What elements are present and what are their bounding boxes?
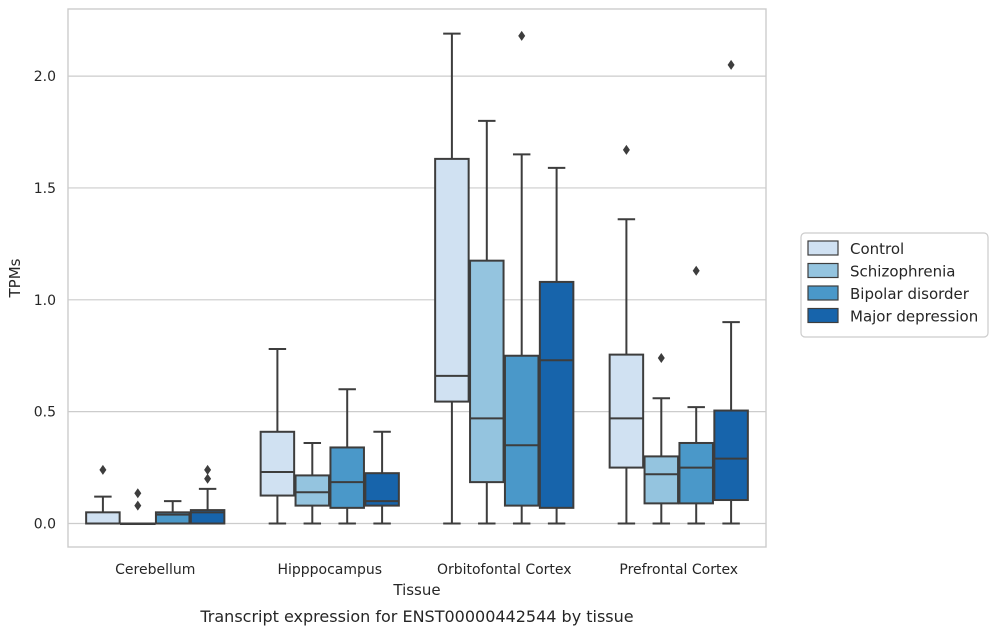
y-tick-label: 0.0 [34, 517, 56, 533]
plot-frame [67, 8, 767, 548]
y-tick-label: 0.5 [34, 405, 56, 421]
box-body [469, 259, 505, 484]
outlier-point [622, 144, 630, 155]
outlier-point [518, 30, 526, 41]
box-major-depression [364, 430, 400, 525]
box-bipolar-disorder [678, 265, 714, 525]
y-tick-label: 2.0 [34, 69, 56, 85]
box-body [189, 509, 226, 525]
figure-caption: Transcript expression for ENST0000044254… [199, 607, 633, 626]
legend-swatch [807, 285, 839, 301]
box-control [259, 348, 296, 525]
box-control [434, 32, 470, 525]
x-axis-label: Tissue [392, 581, 440, 599]
box-major-depression [538, 166, 575, 525]
outlier-point [692, 265, 700, 276]
box-schizophrenia [469, 119, 505, 525]
box-schizophrenia [643, 352, 680, 525]
outlier-point [204, 464, 212, 475]
box-body [503, 354, 540, 507]
y-tick-label: 1.5 [34, 181, 56, 197]
box-body [434, 157, 470, 403]
legend-label: Bipolar disorder [850, 285, 970, 303]
box-body [538, 280, 575, 509]
box-body [713, 409, 749, 502]
legend-label: Control [850, 240, 904, 258]
legend-label: Schizophrenia [850, 263, 955, 281]
box-major-depression [713, 59, 749, 525]
box-body [154, 511, 191, 525]
box-major-depression [189, 464, 226, 525]
legend-frame [800, 232, 989, 338]
box-body [329, 446, 365, 509]
y-axis: 0.0 0.5 1.0 1.5 2.0 [34, 69, 56, 532]
x-tick-label: Prefrontal Cortex [619, 562, 738, 578]
y-axis-label: TPMs [6, 258, 24, 298]
legend-swatch [807, 240, 839, 256]
x-tick-label: Cerebellum [115, 562, 195, 578]
outlier-point [134, 500, 142, 511]
box-schizophrenia [120, 488, 156, 526]
box-body [678, 441, 714, 505]
box-control [85, 464, 121, 525]
outlier-point [134, 488, 142, 499]
y-tick-label: 1.0 [34, 293, 56, 309]
x-axis: Cerebellum Hipppocampus Orbitofontal Corte… [115, 562, 738, 578]
legend-swatch [807, 262, 839, 279]
box-body [608, 353, 645, 469]
gridlines [68, 75, 766, 525]
box-body [294, 474, 331, 507]
outlier-point [99, 464, 107, 475]
outlier-point [657, 352, 665, 363]
box-bipolar-disorder [329, 388, 365, 525]
outlier-point [204, 473, 212, 484]
box-body [85, 511, 121, 525]
box-body [259, 430, 296, 497]
x-tick-label: Orbitofontal Cortex [437, 562, 572, 578]
legend: Control Schizophrenia Bipolar disorder Majo… [800, 232, 989, 338]
box-bipolar-disorder [503, 30, 540, 525]
box-body [643, 455, 680, 505]
legend-label: Major depression [850, 308, 978, 326]
box-schizophrenia [294, 441, 331, 525]
box-bipolar-disorder [154, 500, 191, 525]
outlier-point [727, 59, 735, 70]
x-tick-label: Hipppocampus [277, 562, 382, 578]
box-plot-area [85, 30, 749, 526]
box-control [608, 144, 645, 525]
legend-swatch [807, 307, 839, 324]
